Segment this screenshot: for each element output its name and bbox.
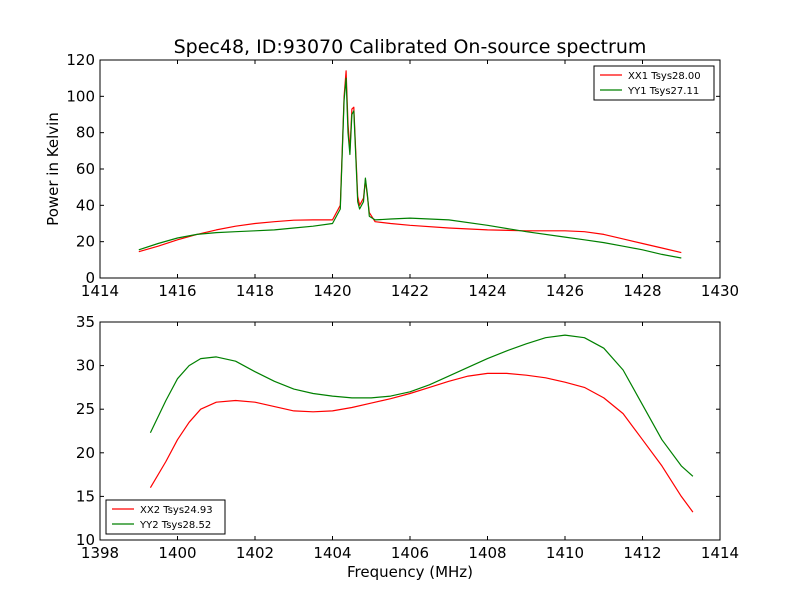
y-tick-label: 25 xyxy=(76,400,95,418)
series-line-yy xyxy=(138,77,682,259)
top-panel: Spec48, ID:93070 Calibrated On-source sp… xyxy=(44,36,739,300)
y-tick-label: 120 xyxy=(66,51,95,69)
x-tick-label: 1420 xyxy=(313,282,351,300)
x-tick-label: 1414 xyxy=(81,282,119,300)
x-tick-label: 1430 xyxy=(701,282,739,300)
y-axis-label: Power in Kelvin xyxy=(44,112,62,226)
series-line-xx xyxy=(149,372,694,513)
y-tick-label: 60 xyxy=(76,160,95,178)
x-tick-label: 1412 xyxy=(623,544,661,562)
x-tick-label: 1414 xyxy=(701,544,739,562)
x-axis-label: Frequency (MHz) xyxy=(347,563,473,581)
legend-label: XX2 Tsys24.93 xyxy=(140,505,213,516)
legend: XX2 Tsys24.93 YY2 Tsys28.52 xyxy=(105,499,226,535)
x-tick-label: 1422 xyxy=(391,282,429,300)
legend-box xyxy=(593,65,715,101)
legend-box xyxy=(105,499,226,535)
x-tick-label: 1398 xyxy=(81,544,119,562)
chart-title: Spec48, ID:93070 Calibrated On-source sp… xyxy=(174,36,647,58)
x-tick-label: 1404 xyxy=(313,544,351,562)
legend-label: YY1 Tsys27.11 xyxy=(627,86,699,97)
legend: XX1 Tsys28.00 YY1 Tsys27.11 xyxy=(593,65,715,101)
x-tick-label: 1424 xyxy=(468,282,506,300)
legend-label: XX1 Tsys28.00 xyxy=(628,71,701,82)
y-tick-label: 15 xyxy=(76,487,95,505)
x-tick-label: 1428 xyxy=(623,282,661,300)
y-tick-label: 20 xyxy=(76,233,95,251)
x-tick-label: 1400 xyxy=(158,544,196,562)
x-tick-label: 1410 xyxy=(546,544,584,562)
x-tick-label: 1426 xyxy=(546,282,584,300)
bottom-plot-area: 1398 1400 1402 1404 1406 1408 1410 1412 1414 10 15… xyxy=(76,313,739,562)
bottom-panel: Frequency (MHz) 1398 1400 1402 1404 1406 1408… xyxy=(76,313,739,581)
y-tick-label: 35 xyxy=(76,313,95,331)
top-plot-area: 1414 1416 1418 1420 1422 1424 1426 1428 1430 0 20 4… xyxy=(66,51,739,300)
y-tick-label: 30 xyxy=(76,357,95,375)
y-tick-label: 20 xyxy=(76,444,95,462)
x-tick-label: 1416 xyxy=(158,282,196,300)
y-tick-label: 100 xyxy=(66,87,95,105)
x-tick-label: 1402 xyxy=(236,544,274,562)
y-tick-label: 0 xyxy=(85,269,95,287)
x-tick-label: 1418 xyxy=(236,282,274,300)
y-tick-label: 40 xyxy=(76,196,95,214)
y-tick-label: 80 xyxy=(76,124,95,142)
series-line-yy xyxy=(149,334,694,477)
legend-label: YY2 Tsys28.52 xyxy=(139,520,211,531)
x-tick-label: 1406 xyxy=(391,544,429,562)
y-tick-label: 10 xyxy=(76,531,95,549)
x-tick-label: 1408 xyxy=(468,544,506,562)
